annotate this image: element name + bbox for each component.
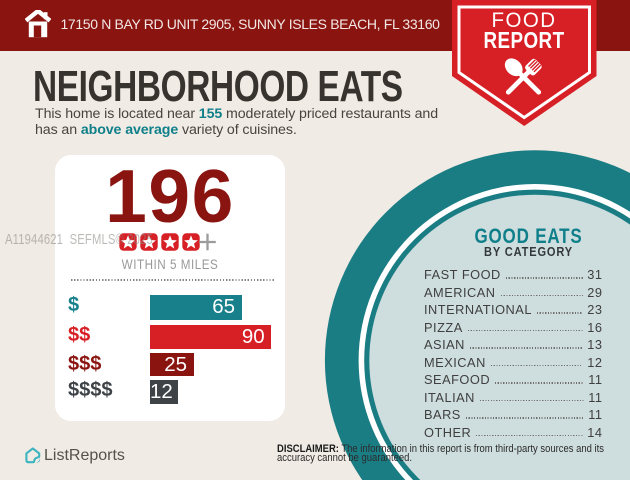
svg-text:REPORT: REPORT — [484, 27, 565, 53]
svg-text:FOOD: FOOD — [492, 9, 557, 32]
